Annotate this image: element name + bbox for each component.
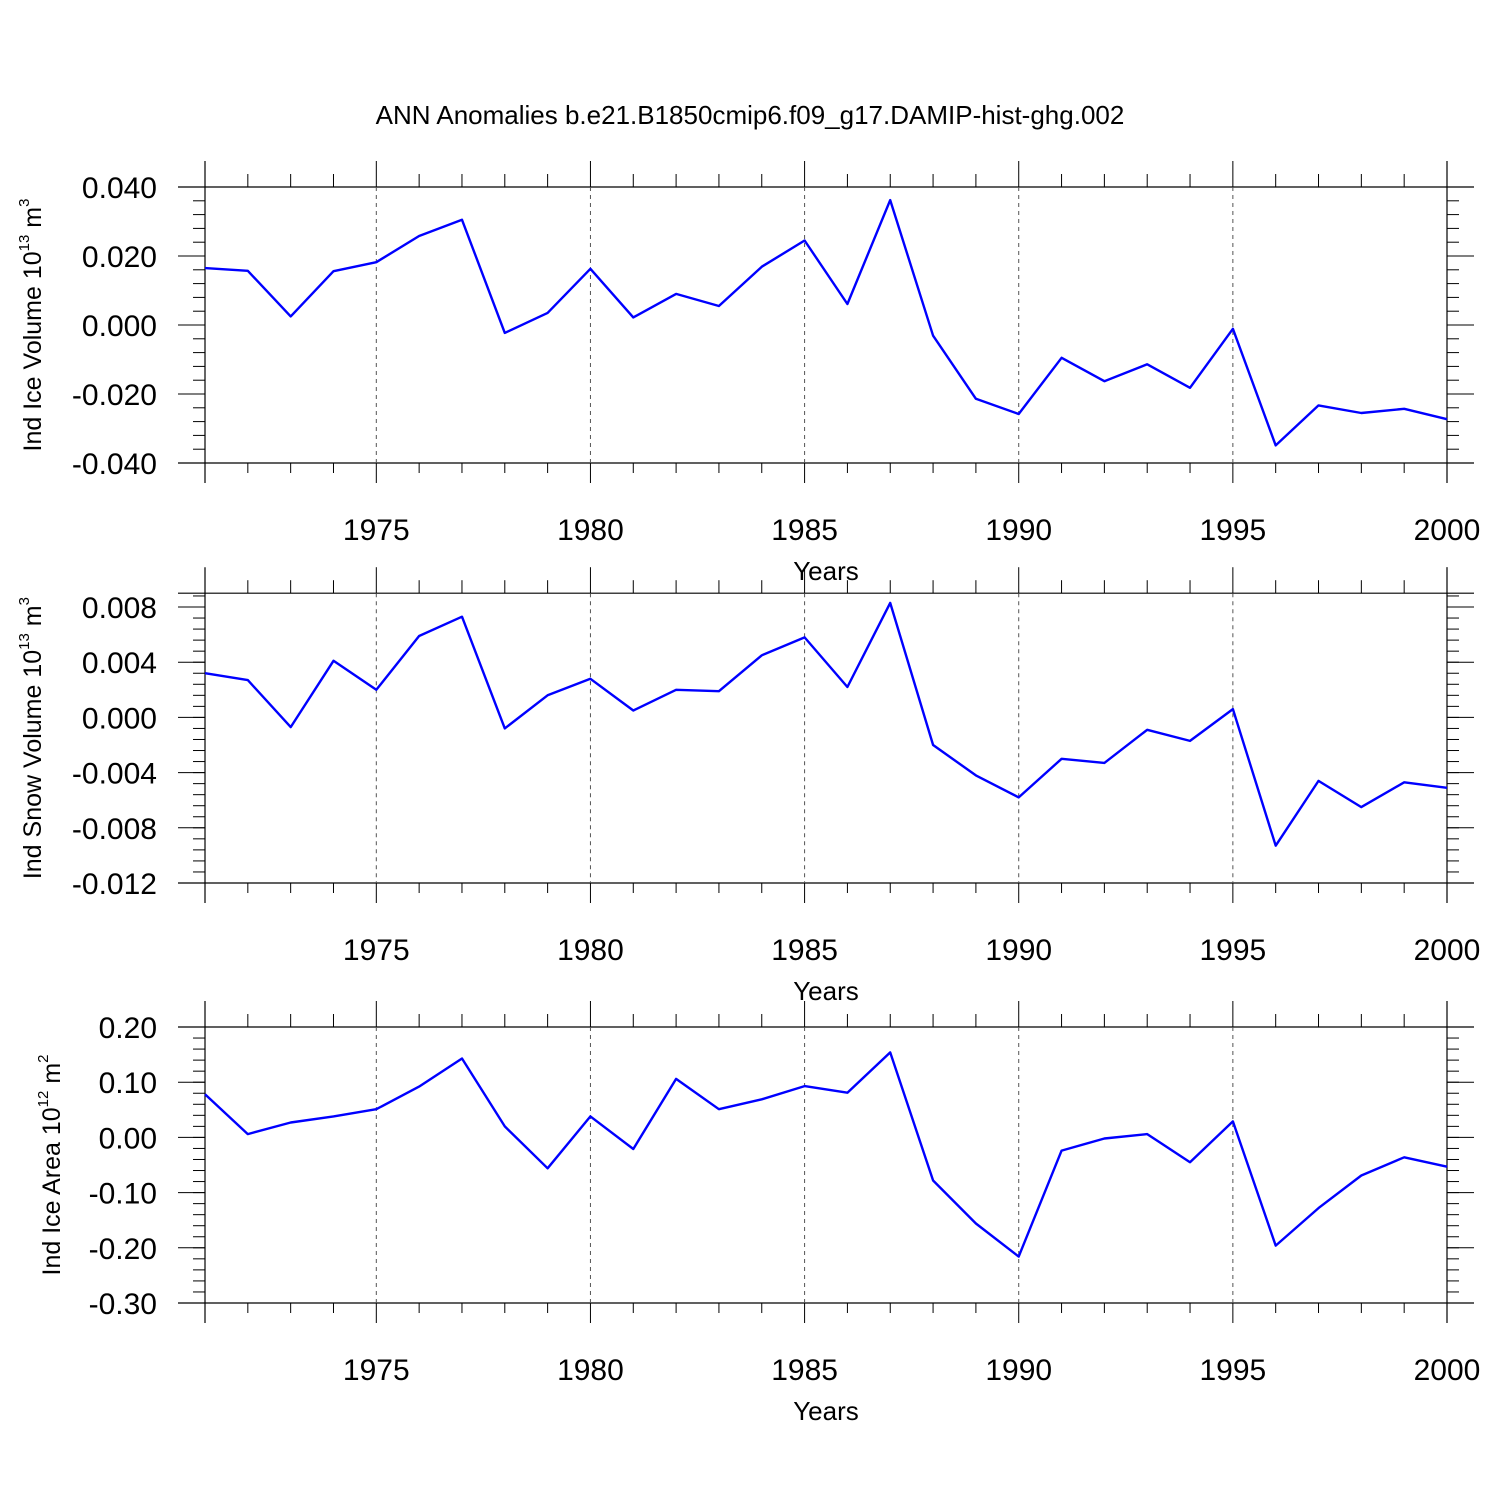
x-tick-label: 1975 [343,514,410,547]
y-tick-label: -0.008 [72,813,157,846]
x-tick-label: 1995 [1199,514,1266,547]
x-axis-label: Years [793,976,859,1006]
x-tick-label: 2000 [1414,1354,1481,1387]
x-tick-label: 1985 [771,514,838,547]
y-axis-label-unit-exp: 3 [16,199,33,207]
y-axis-label-exp: 12 [35,1091,52,1108]
y-tick-label: -0.20 [89,1233,157,1266]
x-tick-label: 1985 [771,934,838,967]
panel-1: -0.040 -0.020 0.000 0.020 0.040 1975 1980 1985 1… [16,161,1480,586]
x-tick-label: 2000 [1414,514,1481,547]
x-tick-label: 1980 [557,934,624,967]
y-axis-label-unit: m [19,605,47,633]
y-tick-label: -0.040 [72,448,157,481]
series-line [204,601,1448,847]
x-tick-label: 1975 [343,1354,410,1387]
x-tick-label: 2000 [1414,934,1481,967]
y-tick-label: 0.008 [82,592,157,625]
x-tick-label: 1975 [343,934,410,967]
y-axis-label-main: Ind Ice Volume 10 [19,251,47,451]
y-tick-label: -0.10 [89,1178,157,1211]
y-tick-label: 0.10 [99,1067,157,1100]
y-tick-label: 0.040 [82,172,157,205]
y-axis-label-unit-exp: 3 [16,597,33,605]
y-axis-label: Ind Ice Volume 1013 m3 [16,199,47,452]
x-tick-label: 1995 [1199,1354,1266,1387]
x-tick-label: 1980 [557,1354,624,1387]
y-axis-label-unit-exp: 2 [35,1055,52,1063]
y-axis-label: Ind Ice Area 1012 m2 [35,1055,66,1276]
y-tick-label: -0.020 [72,379,157,412]
x-tick-label: 1995 [1199,934,1266,967]
y-axis-label-main: Ind Ice Area 10 [38,1107,66,1275]
y-axis-label: Ind Snow Volume 1013 m3 [16,597,47,879]
y-tick-label: 0.020 [82,241,157,274]
y-axis-label-exp: 13 [16,633,33,650]
x-tick-label: 1980 [557,514,624,547]
x-tick-label: 1990 [985,514,1052,547]
y-axis-label-exp: 13 [16,235,33,252]
y-tick-label: 0.00 [99,1122,157,1155]
y-tick-label: -0.30 [89,1288,157,1321]
y-axis-label-main: Ind Snow Volume 10 [19,650,47,879]
panel-2: -0.012 -0.008 -0.004 0.000 0.004 0.008 1975 198… [16,567,1480,1006]
y-tick-label: 0.000 [82,310,157,343]
y-tick-label: 0.20 [99,1012,157,1045]
x-axis-label: Years [793,1396,859,1426]
y-tick-label: -0.012 [72,868,157,901]
series-line [204,1051,1448,1258]
panel-3: -0.30 -0.20 -0.10 0.00 0.10 0.20 1975 1980 1985 1… [35,1001,1480,1426]
x-tick-label: 1990 [985,1354,1052,1387]
y-axis-label-unit: m [19,207,47,235]
y-tick-label: 0.004 [82,647,157,680]
x-tick-label: 1985 [771,1354,838,1387]
y-tick-label: -0.004 [72,758,157,791]
series-line [204,198,1448,447]
x-axis-label: Years [793,556,859,586]
chart-title: ANN Anomalies b.e21.B1850cmip6.f09_g17.D… [376,100,1125,130]
y-axis-label-unit: m [38,1063,66,1091]
y-tick-label: 0.000 [82,702,157,735]
x-tick-label: 1990 [985,934,1052,967]
